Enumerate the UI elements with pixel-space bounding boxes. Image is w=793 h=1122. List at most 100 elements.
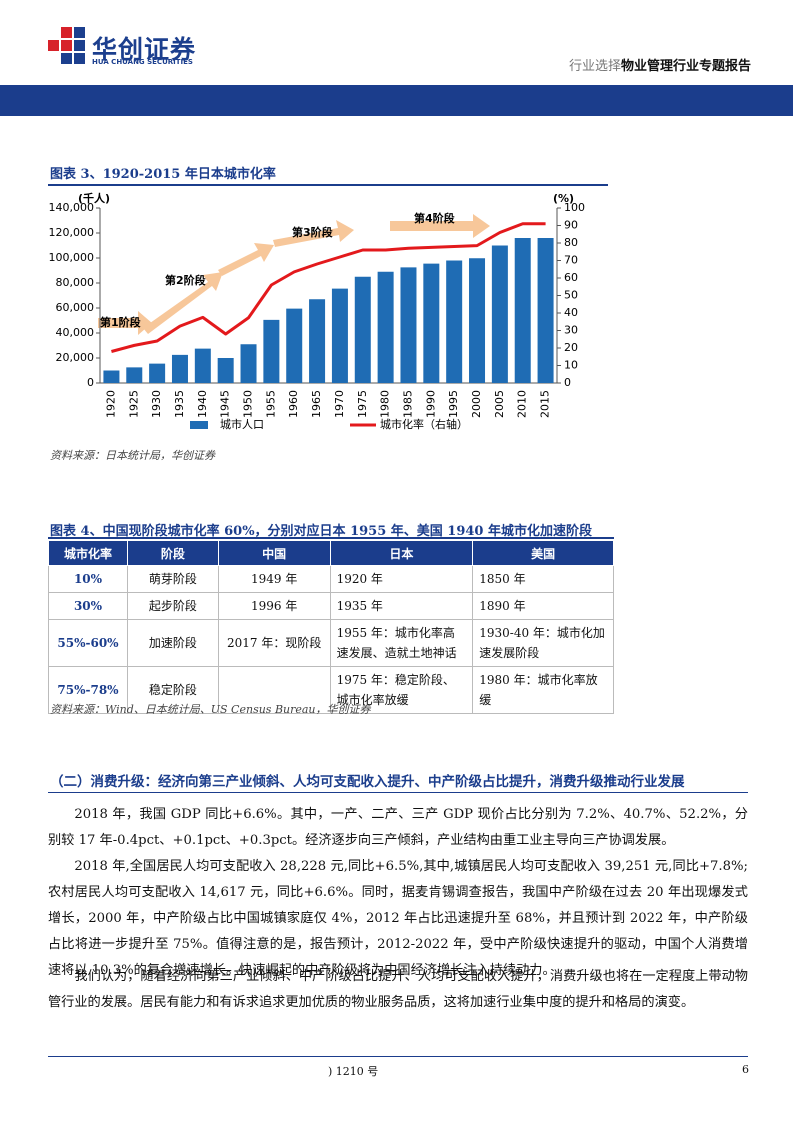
table-cell: 稳定阶段	[126, 666, 219, 714]
bar	[194, 348, 211, 383]
y2-tick-label: 100	[564, 201, 585, 214]
x-tick-label: 1970	[333, 390, 346, 418]
paragraph: 2018 年，我国 GDP 同比+6.6%。其中，一产、二产、三产 GDP 现价…	[48, 807, 748, 848]
table-cell: 2017 年：现阶段	[217, 619, 331, 667]
annotation: 第2阶段	[165, 273, 206, 287]
table-cell: 加速阶段	[126, 619, 219, 667]
x-tick-label: 1955	[264, 390, 277, 418]
table-title: 图表 4、中国现阶段城市化率 60%，分别对应日本 1955 年、美国 1940…	[50, 524, 593, 539]
stage-arrow	[218, 243, 274, 276]
header-band	[0, 85, 793, 116]
annotation: 第4阶段	[414, 211, 455, 225]
y2-tick-label: 60	[564, 271, 578, 284]
bar	[103, 370, 120, 383]
y-tick-label: 20,000	[56, 351, 95, 364]
bar	[263, 319, 280, 383]
table-cell: 10%	[48, 565, 128, 593]
column-header: 中国	[217, 540, 331, 566]
x-tick-label: 1920	[104, 390, 117, 418]
heading-rule	[48, 792, 748, 793]
x-tick-label: 1995	[447, 390, 460, 418]
footer-rule	[48, 1056, 748, 1057]
bar	[491, 245, 508, 383]
x-tick-label: 1935	[173, 390, 186, 418]
bar	[400, 267, 417, 383]
y2-tick-label: 70	[564, 254, 578, 267]
table-body: 10% 萌芽阶段 1949 年 1920 年 1850 年 30% 起步阶段 1996 年 19…	[48, 565, 614, 714]
x-tick-label: 1980	[379, 390, 392, 418]
bar	[126, 367, 143, 383]
paragraph: 2018 年,全国居民人均可支配收入 28,228 元,同比+6.5%,其中,城…	[48, 859, 748, 978]
stage-arrow	[273, 220, 354, 247]
stage-arrow	[98, 311, 152, 335]
table-header: 城市化率 阶段 中国 日本 美国	[48, 540, 614, 566]
y2-tick-label: 30	[564, 324, 578, 337]
page-number: 6	[742, 1063, 749, 1076]
y-tick-label: 100,000	[49, 251, 95, 264]
bar	[240, 344, 257, 383]
table-row: 30% 起步阶段 1996 年 1935 年 1890 年	[48, 592, 614, 620]
y-tick-label: 140,000	[49, 201, 95, 214]
annotation: 第1阶段	[100, 315, 141, 329]
y2-tick-label: 0	[564, 376, 571, 389]
table-cell: 75%-78%	[48, 666, 128, 714]
section-heading: （二）消费升级：经济向第三产业倾斜、人均可支配收入提升、中产阶级占比提升，消费升…	[50, 774, 685, 790]
y2-tick-label: 40	[564, 306, 578, 319]
bar	[331, 288, 348, 383]
y-tick-label: 80,000	[56, 276, 95, 289]
table-cell: 55%-60%	[48, 619, 128, 667]
bar	[354, 276, 371, 383]
bar	[377, 271, 394, 383]
table-row: 10% 萌芽阶段 1949 年 1920 年 1850 年	[48, 565, 614, 593]
table-cell: 起步阶段	[126, 592, 219, 620]
table-cell: 1935 年	[329, 592, 474, 620]
y-tick-label: 60,000	[56, 301, 95, 314]
report-name: 物业管理行业专题报告	[620, 59, 751, 74]
bar	[217, 358, 234, 383]
table-cell: 1949 年	[217, 565, 331, 593]
bar	[537, 238, 554, 383]
table-row: 55%-60% 加速阶段 2017 年：现阶段 1955 年：城市化率高速发展、造就土…	[48, 619, 614, 667]
x-tick-label: 1975	[356, 390, 369, 418]
bar	[469, 258, 486, 383]
y2-axis-label: (%)	[553, 192, 574, 205]
logo-mark	[48, 27, 85, 64]
table-cell: 1955 年：城市化率高速发展、造就土地神话	[329, 619, 474, 667]
x-tick-label: 1960	[287, 390, 300, 418]
legend-label: 城市人口	[220, 417, 264, 431]
header-right: 行业选择物业管理行业专题报告	[569, 55, 751, 74]
table-cell: 1980 年：城市化率放缓	[472, 666, 614, 714]
bar	[309, 299, 326, 383]
chart-source: 资料来源：日本统计局，华创证券	[50, 449, 215, 462]
legend-swatch	[190, 421, 208, 429]
title-rule	[48, 184, 608, 186]
y2-tick-label: 20	[564, 341, 578, 354]
stage-arrow	[143, 272, 223, 334]
x-tick-label: 2005	[493, 390, 506, 418]
chart-title: 图表 3、1920-2015 年日本城市化率	[50, 167, 276, 182]
title-rule	[48, 537, 614, 539]
bar	[149, 363, 166, 383]
x-tick-label: 1930	[150, 390, 163, 418]
bar	[286, 308, 303, 383]
y-tick-label: 120,000	[49, 226, 95, 239]
column-header: 美国	[472, 540, 614, 566]
x-tick-label: 1965	[310, 390, 323, 418]
x-tick-label: 2015	[539, 390, 552, 418]
x-tick-label: 1950	[242, 390, 255, 418]
legend-label: 城市化率（右轴）	[380, 417, 468, 431]
y2-tick-label: 90	[564, 219, 578, 232]
paragraph: 我们认为，随着经济向第三产业倾斜、中产阶级占比提升、人均可支配收入提升，消费升级…	[48, 969, 748, 1010]
y-tick-label: 0	[87, 376, 94, 389]
table: 城市化率 阶段 中国 日本 美国 10% 萌芽阶段 1949 年 1920 年 1850 年 30…	[48, 540, 614, 714]
bar	[423, 263, 440, 383]
brand: 华创证券	[92, 35, 197, 64]
x-tick-label: 1985	[401, 390, 414, 418]
x-tick-label: 1945	[219, 390, 232, 418]
table-cell: 1996 年	[217, 592, 331, 620]
table-cell: 30%	[48, 592, 128, 620]
column-header: 阶段	[126, 540, 219, 566]
bar	[514, 238, 531, 383]
